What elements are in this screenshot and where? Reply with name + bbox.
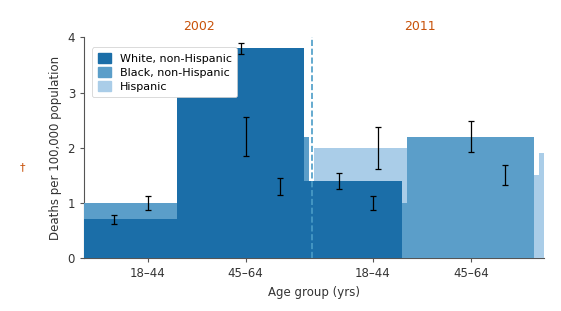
Bar xyxy=(84,203,211,258)
Text: †: † xyxy=(20,162,25,172)
Legend: White, non-Hispanic, Black, non-Hispanic, Hispanic: White, non-Hispanic, Black, non-Hispanic… xyxy=(92,47,237,97)
Bar xyxy=(442,175,561,258)
Y-axis label: Deaths per 100,000 population: Deaths per 100,000 population xyxy=(49,56,62,240)
Text: 2002: 2002 xyxy=(183,20,215,33)
Bar xyxy=(275,181,402,258)
Bar xyxy=(182,137,309,258)
Bar xyxy=(407,137,535,258)
Bar xyxy=(539,153,561,258)
Bar xyxy=(314,148,442,258)
Text: 2011: 2011 xyxy=(404,20,436,33)
Bar xyxy=(217,186,343,258)
Bar xyxy=(177,48,305,258)
Bar xyxy=(0,181,79,258)
Bar xyxy=(309,203,436,258)
Bar xyxy=(50,220,177,258)
X-axis label: Age group (yrs): Age group (yrs) xyxy=(268,286,360,299)
